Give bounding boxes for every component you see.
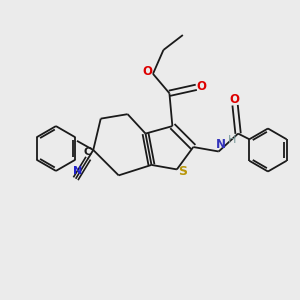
Text: H: H (228, 135, 236, 145)
Text: N: N (73, 167, 82, 176)
Text: O: O (197, 80, 207, 93)
Text: C: C (84, 147, 92, 157)
Text: O: O (230, 93, 239, 106)
Text: N: N (216, 138, 226, 152)
Text: O: O (142, 65, 152, 78)
Text: S: S (178, 165, 187, 178)
